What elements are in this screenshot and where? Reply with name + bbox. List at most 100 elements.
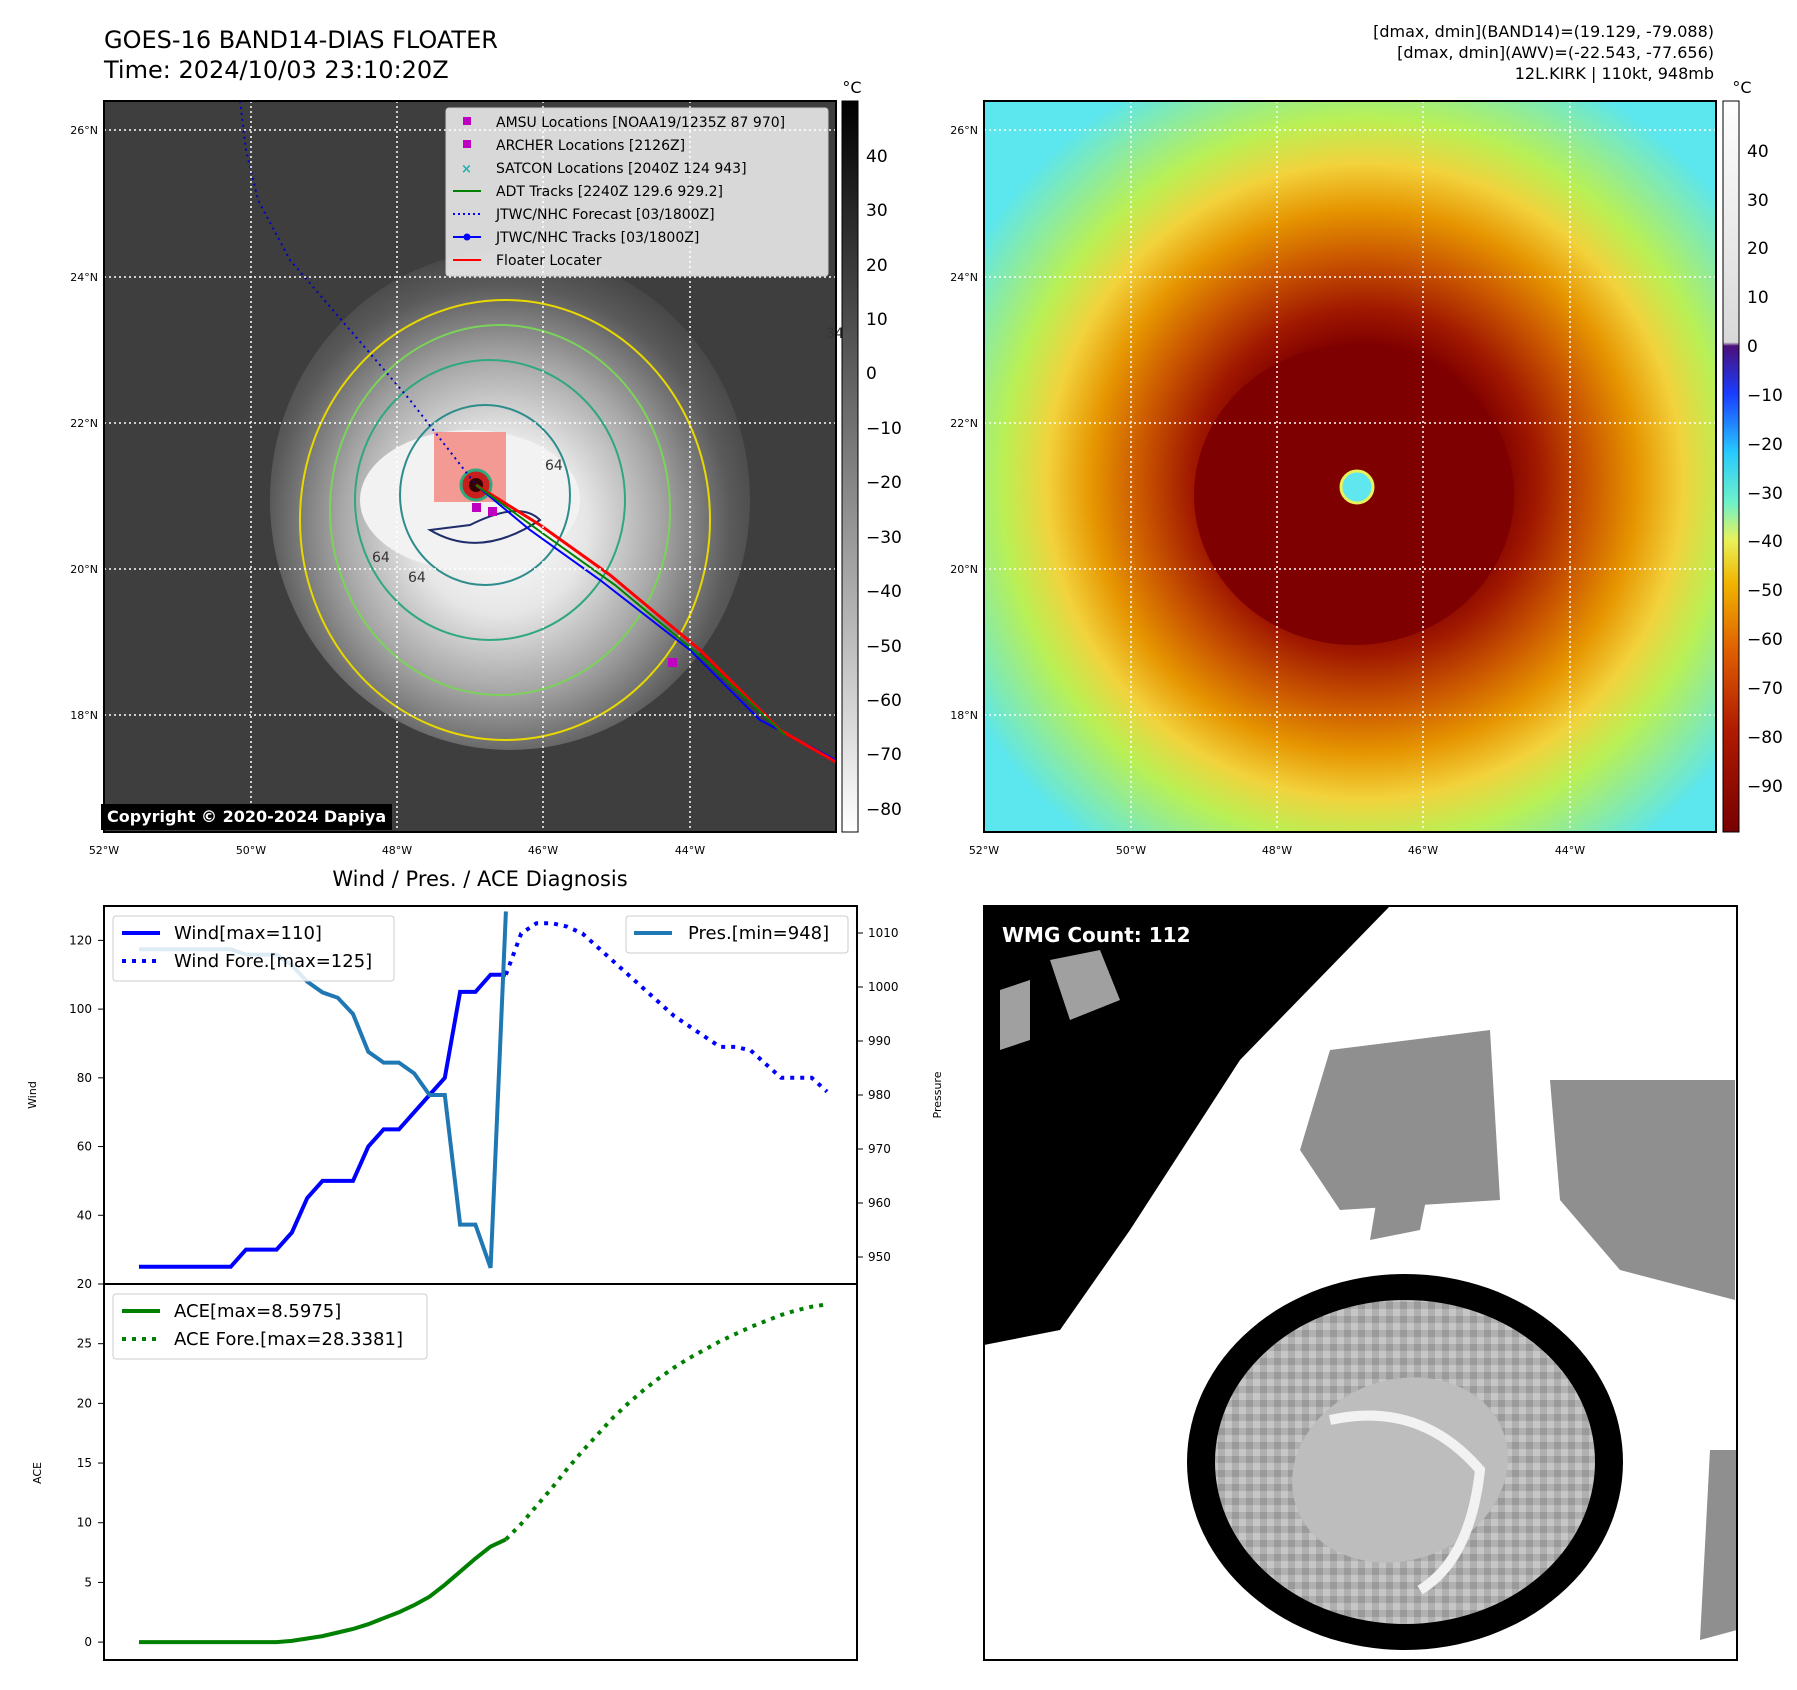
- map-panel: 64 64 64 34 AMSU Locations [NOAA19/1235Z…: [70, 100, 844, 857]
- wind-tick-label: 40: [77, 1208, 92, 1222]
- legend-entry-forecast: JTWC/NHC Forecast [03/1800Z]: [453, 207, 715, 223]
- colorbar-tick: −50: [866, 637, 902, 657]
- contour-label: 34: [826, 326, 844, 342]
- colorbar-tick: 0: [866, 364, 877, 384]
- colorbar-tick: 30: [1747, 191, 1769, 211]
- wind-tick-label: 20: [77, 1277, 92, 1291]
- colorbar-left: °C 40 30 20 10 0 −10 −20 −30 −40 −50 −60…: [841, 78, 902, 833]
- lon-label: 44°W: [675, 844, 705, 857]
- lon-label: 50°W: [1116, 844, 1146, 857]
- lat-label: 26°N: [70, 124, 98, 137]
- wind-axis-label: Wind: [26, 1081, 39, 1109]
- ace-series: [139, 1302, 828, 1645]
- pressure-tick-label: 980: [868, 1088, 891, 1102]
- contour-label: 64: [408, 570, 426, 586]
- pressure-tick-label: 950: [868, 1250, 891, 1264]
- lat-label: 18°N: [950, 709, 978, 722]
- lat-label: 20°N: [950, 563, 978, 576]
- floater-track: [475, 483, 837, 764]
- legend-label: Pres.[min=948]: [688, 923, 829, 944]
- colorbar-tick: −20: [1747, 435, 1783, 455]
- legend-entry-archer: ARCHER Locations [2126Z]: [463, 138, 685, 154]
- ace-tick-label: 20: [77, 1396, 92, 1410]
- diagnosis-title: Wind / Pres. / ACE Diagnosis: [332, 867, 627, 891]
- map-frame: [103, 100, 837, 833]
- legend-label: SATCON Locations [2040Z 124 943]: [496, 161, 747, 177]
- series-wind-fore-line: [504, 921, 829, 1094]
- contour-50kt: [329, 324, 671, 696]
- square-marker-icon: [463, 140, 471, 148]
- lat-label: 20°N: [70, 563, 98, 576]
- lat-label: 22°N: [70, 417, 98, 430]
- colorbar-left-ticks: 40 30 20 10 0 −10 −20 −30 −40 −50 −60 −7…: [866, 147, 902, 820]
- adt-track: [475, 484, 786, 736]
- colorbar-tick: −60: [866, 691, 902, 711]
- series-ace-line: [139, 1537, 507, 1645]
- pressure-axis-ticks: 950 960 970 980 990 1000 1010: [857, 926, 899, 1264]
- diagnosis-chart: Wind / Pres. / ACE Diagnosis Wind Pressu…: [26, 867, 944, 1661]
- ace-legend: ACE[max=8.5975] ACE Fore.[max=28.3381]: [112, 1293, 428, 1360]
- lat-label: 24°N: [70, 271, 98, 284]
- colorbar-tick: 40: [1747, 142, 1769, 162]
- figure-title: GOES-16 BAND14-DIAS FLOATER: [104, 26, 498, 54]
- pressure-axis-label: Pressure: [931, 1071, 944, 1118]
- ir-panel: 26°N 24°N 22°N 20°N 18°N 52°W 50°W 48°W …: [950, 100, 1717, 857]
- legend-label: Wind Fore.[max=125]: [174, 951, 372, 972]
- ace-tick-label: 5: [84, 1575, 92, 1589]
- square-marker-icon: [463, 117, 471, 125]
- legend-label: ARCHER Locations [2126Z]: [496, 138, 685, 154]
- storm-id-text: 12L.KIRK | 110kt, 948mb: [1514, 64, 1714, 83]
- wmg-eyewall: [1328, 1410, 1486, 1595]
- ir-lon-labels: 52°W 50°W 48°W 46°W 44°W: [969, 844, 1585, 857]
- pressure-tick-label: 1010: [868, 926, 899, 940]
- ace-tick-label: 0: [84, 1635, 92, 1649]
- legend-label: ACE Fore.[max=28.3381]: [174, 1329, 403, 1350]
- ace-axis-ticks: 0 5 10 15 20 25: [77, 1337, 104, 1649]
- pressure-tick-label: 990: [868, 1034, 891, 1048]
- colorbar-tick: −80: [1747, 728, 1783, 748]
- colorbar-tick: −30: [866, 528, 902, 548]
- pressure-tick-label: 970: [868, 1142, 891, 1156]
- colorbar-unit: °C: [1732, 78, 1751, 97]
- wmg-gray-patch: [1300, 1030, 1500, 1210]
- map-lon-labels: 52°W 50°W 48°W 46°W 44°W: [89, 844, 705, 857]
- colorbar-tick: −30: [1747, 484, 1783, 504]
- colorbar-tick: −40: [866, 582, 902, 602]
- pressure-tick-label: 960: [868, 1196, 891, 1210]
- colorbar-right: °C 40 30 20 10 0 −10 −20 −30 −40 −50 −60…: [1722, 78, 1783, 833]
- colorbar-right-ticks: 40 30 20 10 0 −10 −20 −30 −40 −50 −60 −7…: [1747, 142, 1783, 797]
- x-marker-icon: ×: [461, 162, 472, 177]
- colorbar-tick: −70: [866, 745, 902, 765]
- lon-label: 52°W: [969, 844, 999, 857]
- lon-label: 44°W: [1555, 844, 1585, 857]
- colorbar-tick: −40: [1747, 532, 1783, 552]
- pressure-tick-label: 1000: [868, 980, 899, 994]
- colorbar-tick: −90: [1747, 777, 1783, 797]
- contour-34kt: [299, 299, 711, 741]
- legend-label: ADT Tracks [2240Z 129.6 929.2]: [496, 184, 723, 200]
- legend-label: ACE[max=8.5975]: [174, 1301, 341, 1322]
- forecast-line: [239, 100, 477, 486]
- contour-labels: 64 64 64 34: [372, 326, 844, 586]
- ace-tick-label: 10: [77, 1516, 92, 1530]
- pressure-legend: Pres.[min=948]: [625, 915, 849, 954]
- legend-label: JTWC/NHC Forecast [03/1800Z]: [495, 207, 715, 223]
- wind-tick-label: 100: [69, 1002, 92, 1016]
- legend-label: AMSU Locations [NOAA19/1235Z 87 970]: [496, 115, 785, 131]
- colorbar-tick: 30: [866, 201, 888, 221]
- lon-label: 52°W: [89, 844, 119, 857]
- colorbar-tick: −80: [866, 800, 902, 820]
- contour-label: 64: [545, 458, 563, 474]
- wind-tick-label: 60: [77, 1140, 92, 1154]
- colorbar-tick: 20: [1747, 239, 1769, 259]
- archer-marker: [488, 507, 497, 516]
- lat-label: 24°N: [950, 271, 978, 284]
- wind-axis-ticks: 20 40 60 80 100 120: [69, 933, 104, 1291]
- series-ace-fore-line: [504, 1302, 828, 1541]
- copyright-label: Copyright © 2020-2024 Dapiya: [101, 804, 393, 830]
- map-lat-labels: 26°N 24°N 22°N 20°N 18°N: [70, 124, 98, 722]
- ir-lat-labels: 26°N 24°N 22°N 20°N 18°N: [950, 124, 978, 722]
- colorbar-tick: 40: [866, 147, 888, 167]
- legend-label: Floater Locater: [496, 253, 602, 269]
- colorbar-tick: 10: [866, 310, 888, 330]
